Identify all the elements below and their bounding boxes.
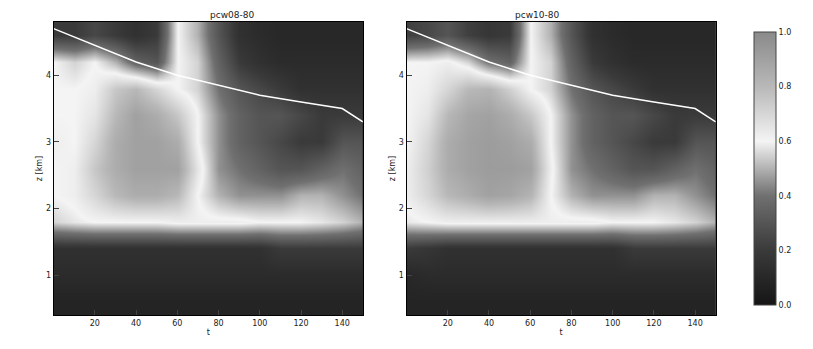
svg-text:3: 3 — [399, 138, 404, 147]
svg-text:4: 4 — [46, 71, 51, 80]
svg-text:0.0: 0.0 — [779, 301, 792, 310]
svg-text:140: 140 — [335, 319, 350, 328]
svg-text:2: 2 — [399, 204, 404, 213]
svg-text:t: t — [207, 328, 210, 337]
svg-text:1.0: 1.0 — [779, 28, 792, 37]
svg-text:60: 60 — [172, 319, 182, 328]
svg-text:0.6: 0.6 — [779, 137, 792, 146]
svg-text:60: 60 — [525, 319, 535, 328]
svg-text:100: 100 — [252, 319, 267, 328]
svg-text:100: 100 — [605, 319, 620, 328]
svg-text:1: 1 — [46, 271, 51, 280]
svg-text:0.4: 0.4 — [779, 192, 792, 201]
svg-text:pcw08-80: pcw08-80 — [210, 10, 254, 20]
svg-text:20: 20 — [443, 319, 453, 328]
svg-text:120: 120 — [646, 319, 661, 328]
svg-text:4: 4 — [399, 71, 404, 80]
svg-text:pcw10-80: pcw10-80 — [515, 10, 559, 20]
svg-text:t: t — [560, 328, 563, 337]
svg-text:120: 120 — [293, 319, 308, 328]
svg-text:40: 40 — [131, 319, 141, 328]
svg-text:z [km]: z [km] — [388, 156, 397, 181]
svg-text:3: 3 — [46, 138, 51, 147]
svg-text:140: 140 — [688, 319, 703, 328]
svg-text:40: 40 — [484, 319, 494, 328]
svg-text:2: 2 — [46, 204, 51, 213]
svg-text:0.8: 0.8 — [779, 82, 792, 91]
svg-text:80: 80 — [566, 319, 576, 328]
svg-text:20: 20 — [90, 319, 100, 328]
svg-text:80: 80 — [213, 319, 223, 328]
svg-text:1: 1 — [399, 271, 404, 280]
svg-text:0.2: 0.2 — [779, 246, 792, 255]
svg-text:z [km]: z [km] — [35, 156, 44, 181]
